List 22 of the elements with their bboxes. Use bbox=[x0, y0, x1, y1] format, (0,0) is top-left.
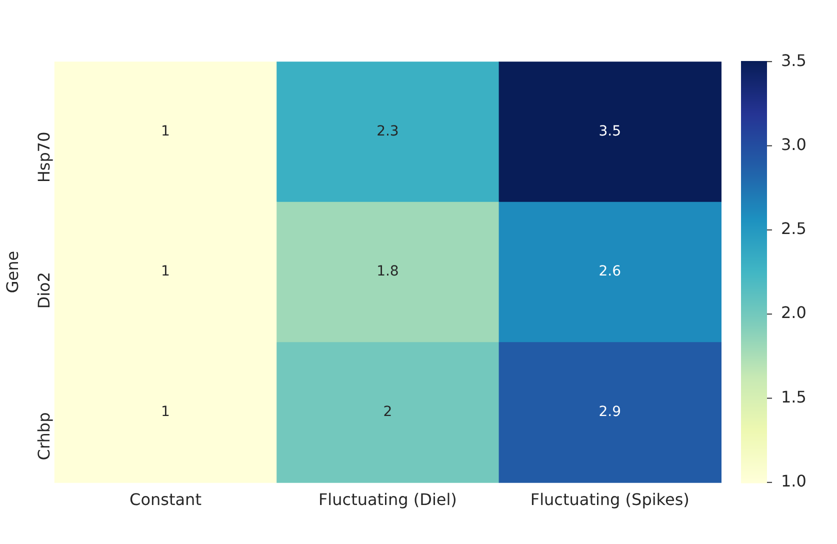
y-tick-label: Dio2 bbox=[34, 272, 54, 309]
y-tick-label: Crhbp bbox=[34, 412, 54, 460]
color-bar-label: 1.0 bbox=[781, 472, 806, 491]
y-tick-label: Hsp70 bbox=[34, 132, 54, 183]
data-label: 2.9 bbox=[598, 404, 622, 420]
x-tick-label: Fluctuating (Diel) bbox=[318, 490, 457, 510]
x-tick-label: Fluctuating (Spikes) bbox=[530, 490, 690, 510]
color-bar-label: 2.0 bbox=[781, 303, 806, 322]
data-label: 1 bbox=[161, 123, 170, 140]
y-axis-title: Gene bbox=[2, 250, 22, 294]
data-label: 2.6 bbox=[598, 264, 622, 280]
data-label: 2 bbox=[383, 404, 392, 420]
data-label: 3.5 bbox=[598, 123, 622, 140]
data-label: 1 bbox=[161, 264, 170, 280]
color-bar-label: 3.0 bbox=[781, 134, 806, 154]
data-label: 1 bbox=[161, 404, 170, 420]
color-bar-label: 3.5 bbox=[781, 50, 806, 70]
color-bar-label: 1.5 bbox=[781, 387, 806, 406]
x-tick-label: Constant bbox=[130, 490, 202, 510]
data-label: 2.3 bbox=[376, 123, 399, 140]
color-bar-label: 2.5 bbox=[781, 219, 806, 238]
data-label: 1.8 bbox=[376, 264, 399, 280]
